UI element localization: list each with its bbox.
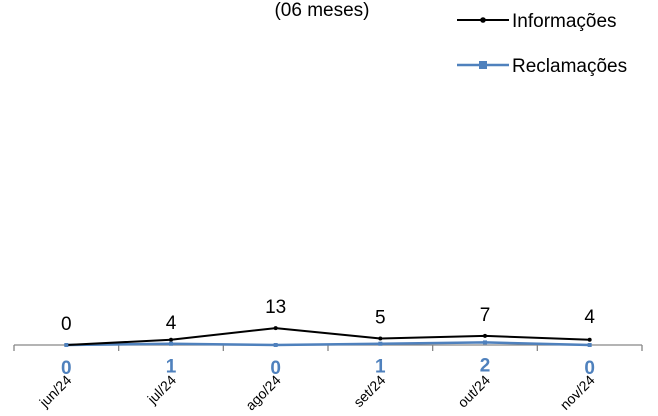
data-label-reclamacoes: 0 bbox=[270, 358, 281, 379]
data-label-reclamacoes: 2 bbox=[480, 355, 491, 376]
chart-subtitle: (06 meses) bbox=[274, 0, 369, 21]
legend-marker-informacoes bbox=[480, 17, 486, 23]
legend-marker-reclamacoes bbox=[479, 61, 487, 69]
data-label-informacoes: 5 bbox=[375, 308, 386, 329]
data-label-reclamacoes: 1 bbox=[166, 357, 177, 378]
data-label-reclamacoes: 1 bbox=[375, 357, 386, 378]
point-informacoes bbox=[273, 326, 278, 331]
point-informacoes bbox=[587, 337, 592, 342]
point-reclamacoes bbox=[483, 340, 487, 345]
legend-item-informacoes: Informações bbox=[457, 11, 617, 32]
data-label-informacoes: 4 bbox=[166, 313, 177, 334]
x-tick-label: out/24 bbox=[454, 372, 493, 411]
data-label-reclamacoes: 0 bbox=[61, 358, 72, 379]
point-reclamacoes bbox=[378, 341, 383, 346]
series-line-informacoes bbox=[66, 327, 590, 346]
point-reclamacoes bbox=[587, 343, 592, 347]
point-reclamacoes bbox=[169, 341, 173, 346]
data-label-reclamacoes: 0 bbox=[584, 358, 595, 379]
point-informacoes bbox=[483, 333, 487, 338]
data-label-informacoes: 13 bbox=[265, 297, 286, 318]
x-axis: jun/24 jul/24 ago/24 set/24 out/24 nov/24 bbox=[13, 344, 643, 413]
point-informacoes bbox=[378, 336, 383, 341]
legend-item-reclamacoes: Reclamações bbox=[457, 56, 627, 77]
data-label-informacoes: 4 bbox=[584, 307, 595, 328]
point-informacoes bbox=[169, 337, 173, 342]
legend-label-informacoes: Informações bbox=[512, 11, 617, 32]
series-line-reclamacoes bbox=[66, 341, 590, 347]
data-label-informacoes: 0 bbox=[61, 314, 72, 335]
point-reclamacoes bbox=[64, 343, 69, 347]
data-labels: 0 4 13 5 7 4 0 1 0 1 2 0 bbox=[61, 297, 595, 379]
data-label-informacoes: 7 bbox=[480, 305, 491, 326]
point-reclamacoes bbox=[273, 343, 278, 347]
legend-label-reclamacoes: Reclamações bbox=[512, 56, 627, 77]
series bbox=[64, 326, 592, 347]
legend: Informações Reclamações bbox=[457, 11, 627, 77]
